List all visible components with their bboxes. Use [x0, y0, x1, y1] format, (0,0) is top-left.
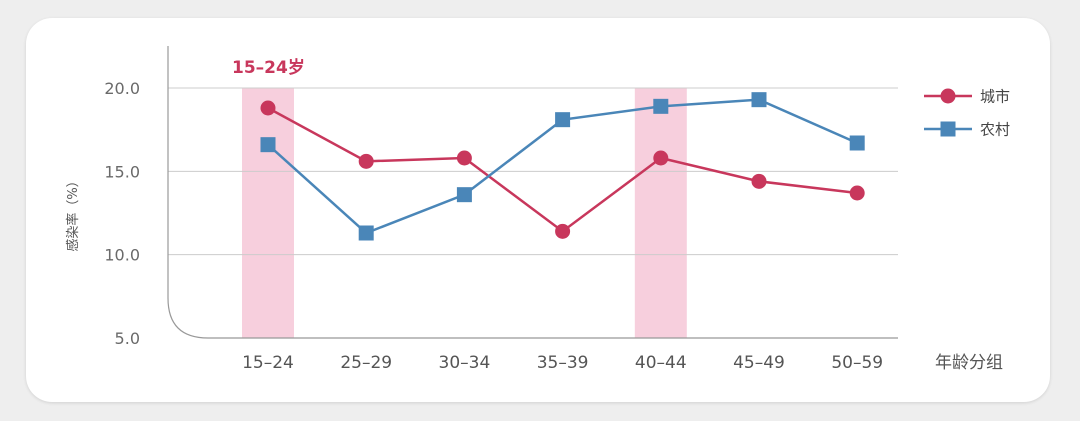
data-point	[260, 100, 276, 116]
data-point	[751, 92, 767, 108]
data-point	[555, 112, 571, 128]
y-axis-title: 感染率（%）	[65, 174, 81, 251]
y-tick-label: 10.0	[104, 246, 140, 265]
data-point	[653, 150, 669, 166]
highlight-band-0	[242, 88, 294, 338]
legend-item-0: 城市	[924, 88, 1010, 106]
gridlines	[168, 87, 898, 256]
data-point	[358, 225, 374, 241]
series-1	[260, 92, 865, 241]
data-point	[358, 153, 374, 169]
legend-label: 农村	[980, 121, 1010, 139]
data-point	[751, 173, 767, 189]
data-point	[260, 137, 276, 153]
x-tick-label: 35–39	[537, 353, 589, 373]
x-tick-labels: 15–24 25–29 30–34 35–39 40–44 45–49 50–59	[242, 353, 883, 373]
data-point	[653, 98, 669, 114]
x-tick-label: 50–59	[831, 353, 883, 373]
y-tick-label: 5.0	[115, 329, 140, 348]
legend-label: 城市	[980, 88, 1010, 106]
data-point	[849, 135, 865, 151]
highlight-bands	[242, 88, 687, 338]
data-point	[849, 185, 865, 201]
highlight-band-4	[634, 88, 687, 338]
data-point	[555, 223, 571, 239]
x-tick-label: 30–34	[439, 353, 491, 373]
x-tick-label: 45–49	[733, 353, 785, 373]
y-tick-labels: 5.0 10.0 15.0 20.0	[104, 79, 140, 348]
x-tick-label: 25–29	[340, 353, 392, 373]
y-tick-label: 15.0	[104, 162, 140, 181]
x-axis-title: 年龄分组	[935, 353, 1003, 373]
legend-item-1: 农村	[924, 121, 1010, 139]
series-0	[260, 100, 865, 239]
x-tick-label: 15–24	[242, 353, 294, 373]
plot-axis-curve	[167, 46, 898, 339]
series-group	[260, 92, 865, 241]
legend-marker	[940, 88, 956, 104]
x-tick-label: 40–44	[635, 353, 687, 373]
data-point	[456, 150, 472, 166]
data-point	[456, 187, 472, 203]
highlight-annotation: 15–24岁	[232, 57, 305, 78]
y-tick-label: 20.0	[104, 79, 140, 98]
legend-marker	[940, 121, 956, 137]
